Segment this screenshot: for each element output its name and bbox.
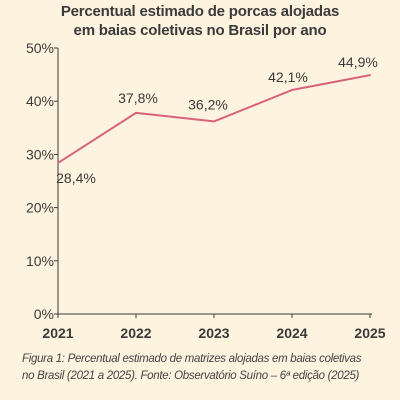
data-label: 44,9% — [338, 54, 378, 70]
data-label: 36,2% — [188, 96, 228, 112]
x-tick-label: 2025 — [354, 325, 385, 341]
y-tick-label: 50% — [26, 40, 54, 56]
series-line — [57, 74, 371, 164]
y-tick-label: 10% — [26, 253, 54, 269]
x-tick-label: 2022 — [120, 325, 151, 341]
x-tick-label: 2024 — [276, 325, 307, 341]
data-label: 37,8% — [118, 90, 158, 106]
caption-line-2: no Brasil (2021 a 2025). Fonte: Observat… — [22, 370, 360, 382]
caption-line-1: Figura 1: Percentual estimado de matrize… — [22, 353, 362, 365]
x-tick-label: 2021 — [42, 325, 73, 341]
data-label: 42,1% — [268, 69, 308, 85]
figure-caption: Figura 1: Percentual estimado de matrize… — [22, 351, 392, 385]
y-tick-label: 20% — [26, 200, 54, 216]
y-tick-label: 0% — [34, 306, 54, 322]
chart-title-line-2: em baias coletivas no Brasil por ano — [73, 22, 327, 39]
y-tick-label: 40% — [26, 93, 54, 109]
chart-title: Percentual estimado de porcas alojadas e… — [0, 2, 400, 40]
chart-title-line-1: Percentual estimado de porcas alojadas — [60, 3, 340, 20]
data-label: 28,4% — [56, 170, 96, 186]
y-tick-label: 30% — [26, 146, 54, 162]
x-tick-label: 2023 — [198, 325, 229, 341]
